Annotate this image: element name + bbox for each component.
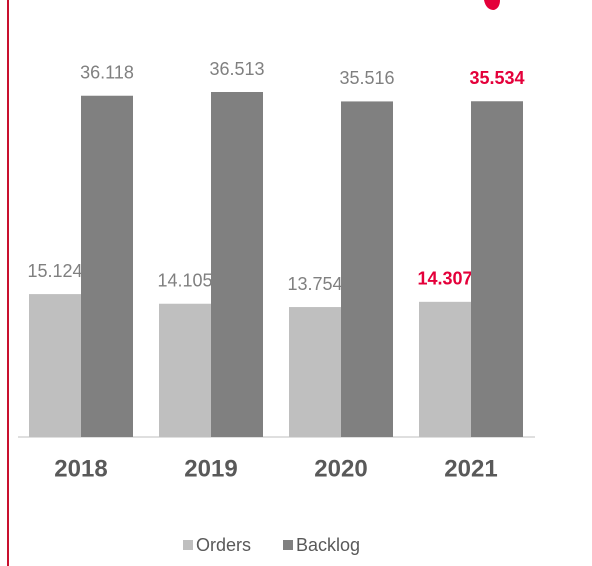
- data-label: 35.516: [339, 68, 394, 88]
- bar: [289, 307, 341, 437]
- bar: [471, 101, 523, 437]
- bar: [81, 95, 133, 437]
- bar: [29, 294, 81, 437]
- logo-fragment: [484, 0, 500, 10]
- x-tick-label: 2019: [184, 455, 237, 482]
- data-label: 14.105: [157, 270, 212, 290]
- bar: [341, 101, 393, 437]
- x-tick-label: 2021: [444, 455, 497, 482]
- legend-swatch: [183, 540, 193, 550]
- data-label: 13.754: [287, 274, 342, 294]
- legend-label: Backlog: [296, 535, 360, 555]
- legend-label: Orders: [196, 535, 251, 555]
- x-tick-label: 2018: [54, 455, 107, 482]
- bar: [419, 301, 471, 437]
- bar: [211, 92, 263, 437]
- bar: [159, 303, 211, 437]
- data-label: 14.307: [417, 269, 472, 289]
- data-label: 36.513: [209, 59, 264, 79]
- data-label: 35.534: [469, 68, 524, 88]
- data-label: 15.124: [27, 261, 82, 281]
- data-label: 36.118: [80, 62, 134, 82]
- x-tick-label: 2020: [314, 455, 367, 482]
- legend-swatch: [283, 540, 293, 550]
